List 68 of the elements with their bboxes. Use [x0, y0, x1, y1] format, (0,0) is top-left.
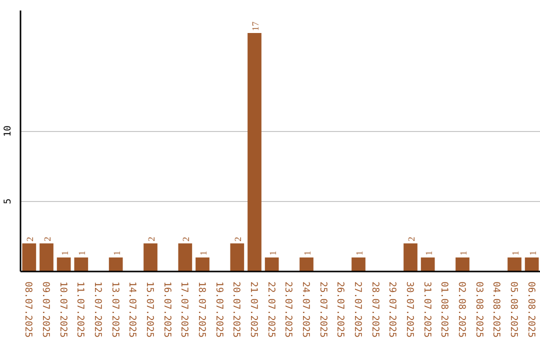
data-label: 1	[304, 250, 314, 256]
bar	[74, 257, 88, 272]
data-label: 1	[460, 250, 470, 256]
bar	[508, 257, 522, 272]
bar	[300, 257, 314, 272]
bar	[144, 243, 158, 272]
x-tick-label: 08.07.2025	[22, 282, 34, 338]
x-tick-label: 10.07.2025	[57, 282, 68, 338]
x-tick-label: 12.07.2025	[92, 282, 103, 338]
bar	[456, 257, 470, 272]
x-tick-label: 17.07.2025	[178, 282, 190, 338]
data-label: 1	[268, 250, 279, 256]
x-tick-label: 29.07.2025	[386, 282, 398, 338]
bar	[40, 243, 54, 272]
x-tick-label: 06.08.2025	[525, 282, 536, 338]
x-tick-label: 04.08.2025	[490, 282, 502, 338]
x-tick-label: 23.07.2025	[282, 282, 294, 338]
data-label: 1	[112, 250, 123, 256]
x-tick-label: 25.07.2025	[317, 282, 328, 338]
data-label: 2	[182, 236, 192, 242]
x-tick-label: 02.08.2025	[456, 282, 467, 338]
x-tick-label: 20.07.2025	[230, 282, 242, 338]
bar	[196, 257, 210, 272]
data-label: 1	[356, 250, 366, 256]
y-tick-label: 10	[2, 125, 14, 137]
bar	[420, 257, 435, 272]
x-tick-label: 03.08.2025	[473, 282, 484, 338]
x-tick-label: 09.07.2025	[40, 282, 51, 338]
bar	[404, 243, 418, 272]
x-tick-label: 30.07.2025	[404, 282, 415, 338]
bar	[264, 257, 279, 272]
data-label: 1	[512, 250, 522, 256]
data-label: 2	[26, 236, 36, 242]
data-label: 2	[234, 236, 244, 242]
x-tick-label: 14.07.2025	[126, 282, 138, 338]
bar	[524, 257, 539, 272]
data-label: 2	[44, 236, 54, 242]
data-label: 1	[424, 250, 435, 256]
data-label: 2	[408, 236, 418, 242]
data-label: 17	[252, 21, 262, 31]
x-tick-label: 24.07.2025	[300, 282, 311, 338]
bar	[178, 243, 192, 272]
x-tick-label: 13.07.2025	[109, 282, 120, 338]
x-tick-label: 19.07.2025	[213, 282, 224, 338]
x-tick-label: 31.07.2025	[421, 282, 432, 338]
x-tick-label: 26.07.2025	[334, 282, 346, 338]
data-label: 1	[200, 250, 210, 256]
x-tick-label: 27.07.2025	[352, 282, 363, 338]
x-tick-label: 22.07.2025	[265, 282, 276, 338]
bar	[22, 243, 36, 272]
x-tick-label: 18.07.2025	[196, 282, 207, 338]
data-label: 1	[528, 250, 539, 256]
bar	[248, 32, 262, 272]
x-tick-label: 11.07.2025	[74, 282, 86, 338]
data-label: 2	[148, 236, 158, 242]
bar	[108, 257, 123, 272]
x-tick-label: 21.07.2025	[248, 282, 259, 338]
bar	[230, 243, 244, 272]
x-tick-label: 05.08.2025	[508, 282, 519, 338]
x-tick-label: 01.08.2025	[438, 282, 450, 338]
data-label: 1	[78, 250, 88, 256]
bar	[352, 257, 366, 272]
data-label: 1	[60, 250, 71, 256]
bar	[56, 257, 71, 272]
x-tick-label: 28.07.2025	[369, 282, 380, 338]
x-tick-label: 16.07.2025	[161, 282, 172, 338]
y-tick-label: 5	[2, 198, 14, 204]
x-tick-label: 15.07.2025	[144, 282, 155, 338]
